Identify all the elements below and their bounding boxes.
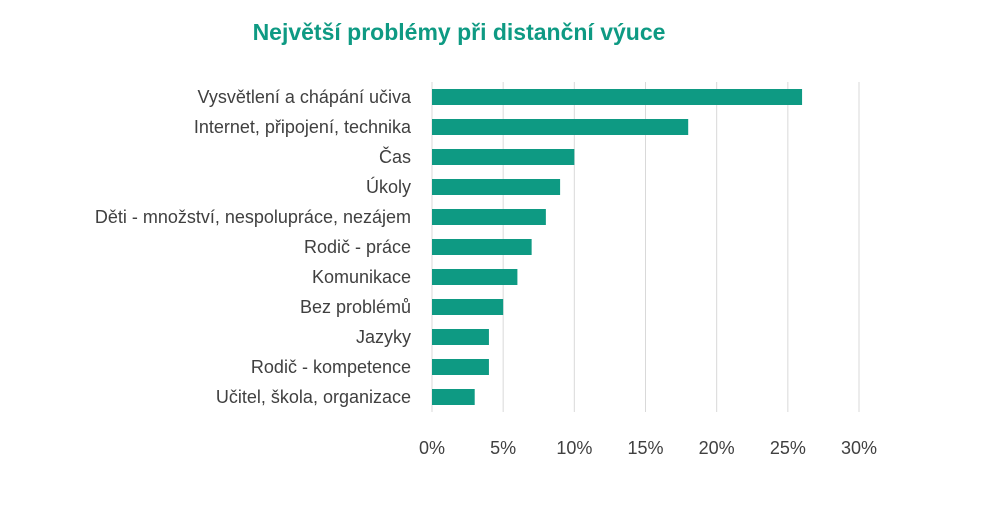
category-label-6: Komunikace <box>312 267 411 287</box>
bar-9 <box>432 359 489 375</box>
bar-0 <box>432 89 803 105</box>
category-label-0: Vysvětlení a chápání učiva <box>198 87 412 107</box>
tick-label-30: 30% <box>841 438 877 458</box>
category-label-1: Internet, připojení, technika <box>194 117 412 137</box>
tick-label-5: 5% <box>490 438 516 458</box>
x-axis-tick-labels: 0% 5% 10% 15% 20% 25% 30% <box>419 438 877 458</box>
tick-label-25: 25% <box>770 438 806 458</box>
bars <box>432 89 803 405</box>
bar-4 <box>432 209 546 225</box>
category-label-4: Děti - množství, nespolupráce, nezájem <box>95 207 411 227</box>
tick-label-10: 10% <box>556 438 592 458</box>
tick-label-20: 20% <box>699 438 735 458</box>
gridlines <box>431 82 860 412</box>
bar-3 <box>432 179 561 195</box>
category-label-3: Úkoly <box>366 176 411 197</box>
category-label-2: Čas <box>379 146 411 167</box>
category-labels: Vysvětlení a chápání učiva Internet, přip… <box>95 87 412 407</box>
category-label-10: Učitel, škola, organizace <box>216 387 411 407</box>
bar-1 <box>432 119 689 135</box>
tick-label-0: 0% <box>419 438 445 458</box>
chart-title: Největší problémy při distanční výuce <box>253 19 666 45</box>
bar-2 <box>432 149 575 165</box>
bar-6 <box>432 269 518 285</box>
category-label-7: Bez problémů <box>300 297 411 317</box>
category-label-5: Rodič - práce <box>304 237 411 257</box>
bar-10 <box>432 389 475 405</box>
category-label-8: Jazyky <box>356 327 411 347</box>
bar-5 <box>432 239 532 255</box>
bar-7 <box>432 299 504 315</box>
bar-8 <box>432 329 489 345</box>
category-label-9: Rodič - kompetence <box>251 357 411 377</box>
tick-label-15: 15% <box>627 438 663 458</box>
